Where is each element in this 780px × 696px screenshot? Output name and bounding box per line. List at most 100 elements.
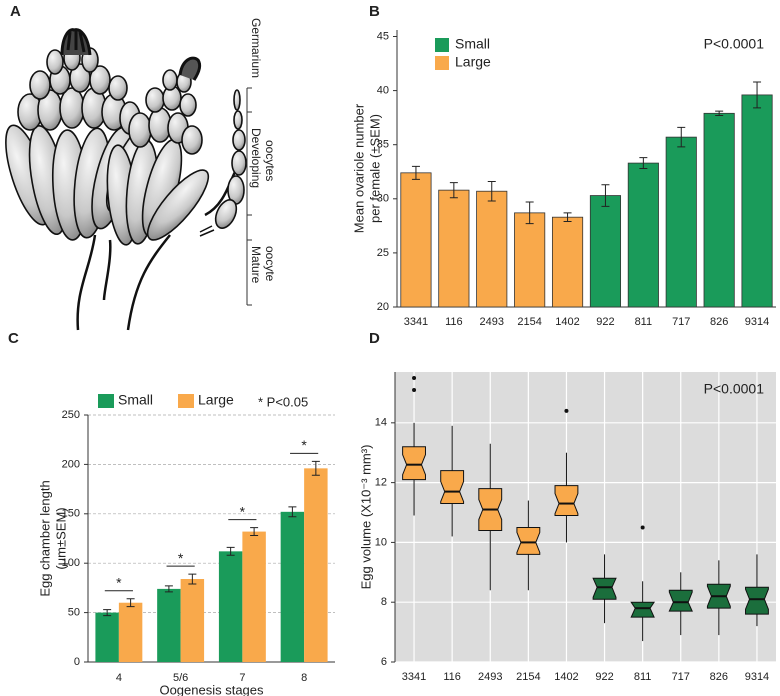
ovary-diagram: A	[5, 3, 277, 331]
error-bar	[563, 212, 572, 223]
error-bar	[250, 527, 259, 537]
legend-label: Small	[118, 392, 153, 408]
error-bar	[164, 585, 173, 593]
x-tick-label: 717	[672, 671, 690, 683]
box	[516, 526, 541, 555]
box	[745, 586, 769, 615]
panel-label: B	[369, 3, 380, 20]
bar	[242, 531, 266, 662]
x-tick-label: 826	[710, 671, 728, 683]
germaria	[178, 56, 202, 81]
bar	[476, 190, 508, 308]
bar	[400, 172, 432, 308]
y-tick-label: 250	[62, 409, 80, 421]
outlier	[412, 375, 417, 380]
panel-label: A	[10, 3, 21, 20]
x-tick-label: 9314	[745, 671, 769, 683]
significance-mark: *	[116, 574, 122, 590]
x-tick-label: 116	[445, 316, 463, 328]
y-tick-label: 45	[377, 30, 389, 42]
error-bar	[715, 110, 724, 116]
error-bar	[226, 546, 235, 556]
bar	[180, 579, 205, 662]
x-tick-label: 811	[634, 671, 652, 683]
y-tick-label: 150	[62, 508, 80, 520]
bar	[304, 468, 328, 662]
x-tick-label: 9314	[745, 316, 769, 328]
y-tick-label: 8	[381, 596, 387, 608]
x-tick-label: 2493	[480, 316, 504, 328]
bar	[118, 602, 143, 662]
y-tick-label: 40	[377, 85, 389, 97]
y-tick-label: 100	[62, 557, 80, 569]
significance-mark: *	[301, 437, 307, 453]
y-tick-label: 20	[377, 301, 389, 313]
box	[402, 446, 426, 481]
error-bar	[487, 180, 496, 202]
error-bar	[103, 609, 112, 617]
x-tick-label: 922	[595, 671, 613, 683]
y-tick-label: 0	[74, 656, 80, 668]
significance-mark: *	[240, 503, 246, 519]
outlier	[564, 408, 569, 413]
x-tick-label: 717	[672, 316, 690, 328]
error-bar	[449, 182, 458, 199]
y-tick-label: 50	[68, 607, 80, 619]
y-tick-label: 6	[381, 656, 387, 668]
bar	[514, 212, 546, 308]
box	[592, 577, 617, 600]
y-axis-label: Egg chamber length	[37, 480, 52, 596]
y-axis-label: (μm±SEM)	[53, 507, 68, 569]
bar	[157, 588, 181, 662]
y-axis-label: Egg volume (X10⁻³ mm³)	[358, 445, 373, 590]
stalk	[76, 234, 112, 331]
y-tick-label: 25	[377, 247, 389, 259]
error-bar	[525, 201, 534, 225]
panel-label: D	[369, 330, 380, 347]
legend-swatch	[178, 394, 194, 408]
x-tick-label: 2493	[478, 671, 502, 683]
legend-swatch	[435, 56, 449, 70]
box	[668, 589, 693, 612]
x-tick-label: 2154	[516, 671, 540, 683]
stalk-mark	[199, 225, 215, 237]
y-tick-label: 30	[377, 193, 389, 205]
y-tick-label: 14	[375, 417, 387, 429]
error-bar	[288, 506, 297, 518]
x-tick-label: 811	[635, 316, 653, 328]
y-tick-label: 10	[375, 536, 387, 548]
bar	[95, 612, 119, 662]
stage-label: oocyte	[263, 246, 277, 282]
bar	[551, 216, 584, 308]
annotation: P<0.0001	[704, 381, 765, 397]
significance-mark: *	[178, 550, 184, 566]
legend-label: Large	[198, 392, 234, 408]
error-bar	[188, 573, 197, 585]
x-tick-label: 116	[443, 671, 461, 683]
x-axis-label: Oogenesis stages	[159, 682, 264, 696]
outlier	[640, 525, 645, 530]
x-tick-label: 1402	[554, 671, 578, 683]
legend-swatch	[435, 38, 449, 52]
x-tick-label: 3341	[402, 671, 426, 683]
box	[440, 470, 465, 505]
x-tick-label: 922	[596, 316, 614, 328]
box	[630, 601, 656, 618]
y-tick-label: 35	[377, 139, 389, 151]
y-tick-label: 200	[62, 458, 80, 470]
stage-label: Mature	[249, 246, 263, 284]
x-tick-label: 8	[301, 672, 307, 684]
bar	[589, 195, 622, 308]
stage-label: oocytes	[263, 140, 277, 181]
stage-label: Developing	[249, 128, 263, 188]
outlier	[412, 387, 417, 392]
germaria	[60, 28, 92, 56]
error-bar	[639, 157, 648, 169]
annotation: P<0.0001	[704, 36, 765, 52]
stage-label: Germarium	[249, 18, 263, 78]
x-tick-label: 2154	[517, 316, 541, 328]
ovariole-chain	[199, 89, 247, 237]
bar	[280, 511, 305, 662]
y-tick-label: 12	[375, 477, 387, 489]
